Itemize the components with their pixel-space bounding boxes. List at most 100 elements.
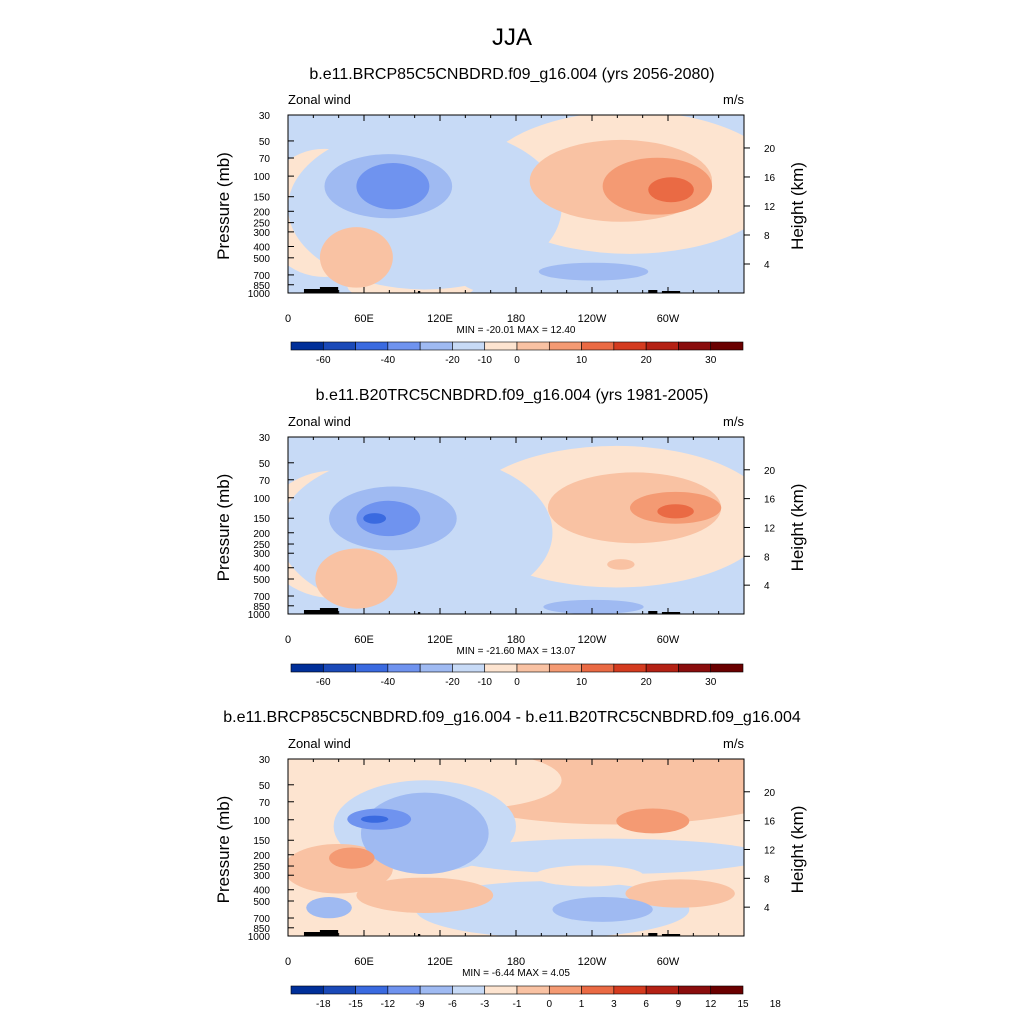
colorbar-swatch xyxy=(290,341,324,351)
colorbar-label: -6 xyxy=(448,999,457,1010)
x-tick-label: 120W xyxy=(578,634,607,646)
x-tick-label: 60W xyxy=(657,634,680,646)
y-tick-label: 400 xyxy=(253,886,270,897)
y-tick-label: 1000 xyxy=(248,610,271,621)
panel-title: b.e11.BRCP85C5CNBDRD.f09_g16.004 - b.e11… xyxy=(223,709,801,726)
colorbar-swatch xyxy=(678,341,712,351)
colorbar-swatch xyxy=(645,663,679,673)
plot-area xyxy=(288,759,744,936)
panel-title: b.e11.B20TRC5CNBDRD.f09_g16.004 (yrs 198… xyxy=(316,387,709,404)
colorbar-label: 30 xyxy=(705,677,717,688)
colorbar-swatch xyxy=(516,985,550,995)
y-tick-label: 250 xyxy=(253,219,270,230)
colorbar-swatch xyxy=(710,985,744,995)
panel-1: b.e11.BRCP85C5CNBDRD.f09_g16.004 (yrs 20… xyxy=(214,66,807,366)
y-tick-label: 100 xyxy=(253,494,270,505)
y-tick-label: 250 xyxy=(253,862,270,873)
y-tick-label: 300 xyxy=(253,871,270,882)
y-tick-label: 250 xyxy=(253,540,270,551)
colorbar-swatch xyxy=(645,985,679,995)
colorbar-label: 30 xyxy=(705,355,717,366)
y-tick-label: 500 xyxy=(253,575,270,586)
y-tick-label: 200 xyxy=(253,851,270,862)
contour-region xyxy=(356,877,494,913)
colorbar-label: -60 xyxy=(316,677,331,688)
contour-region xyxy=(625,879,735,908)
contour-region xyxy=(543,599,644,614)
colorbar-swatch xyxy=(548,663,582,673)
topography xyxy=(648,611,658,614)
colorbar-swatch xyxy=(581,341,615,351)
right-label: m/s xyxy=(723,414,744,429)
colorbar-label: 20 xyxy=(641,355,653,366)
colorbar-swatch xyxy=(710,663,744,673)
contour-region xyxy=(329,847,375,869)
y-tick-label: 150 xyxy=(253,193,270,204)
y-tick-label: 30 xyxy=(259,111,271,122)
height-tick-label: 8 xyxy=(764,231,770,242)
contour-region xyxy=(360,792,489,875)
y-tick-label: 70 xyxy=(259,154,271,165)
x-tick-label: 60W xyxy=(657,313,680,325)
panel-title: b.e11.BRCP85C5CNBDRD.f09_g16.004 (yrs 20… xyxy=(309,66,714,83)
colorbar-swatch xyxy=(613,341,647,351)
colorbar-label: -1 xyxy=(513,999,522,1010)
y-tick-label: 700 xyxy=(253,592,270,603)
height-tick-label: 20 xyxy=(764,466,776,477)
colorbar-swatch xyxy=(322,985,356,995)
x-tick-label: 120E xyxy=(427,634,453,646)
x-tick-label: 60W xyxy=(657,956,680,968)
colorbar-label: -18 xyxy=(316,999,331,1010)
y-tick-label: 200 xyxy=(253,207,270,218)
y-tick-label: 70 xyxy=(259,476,271,487)
colorbar-label: -15 xyxy=(348,999,363,1010)
x-tick-label: 120E xyxy=(427,313,453,325)
y-axis-label: Pressure (mb) xyxy=(214,474,233,582)
height-tick-label: 4 xyxy=(764,581,770,592)
topography xyxy=(417,612,421,614)
colorbar-label: -10 xyxy=(477,355,492,366)
topography xyxy=(319,930,339,936)
colorbar-label: 10 xyxy=(576,677,588,688)
contour-region xyxy=(607,559,635,570)
y-tick-label: 300 xyxy=(253,549,270,560)
x-tick-label: 0 xyxy=(285,313,291,325)
colorbar-swatch xyxy=(613,985,647,995)
contour-region xyxy=(360,815,389,823)
x-tick-label: 60E xyxy=(354,956,374,968)
x-tick-label: 180 xyxy=(507,956,525,968)
left-label: Zonal wind xyxy=(288,736,351,751)
colorbar-swatch xyxy=(322,663,356,673)
colorbar-swatch xyxy=(419,663,453,673)
y-tick-label: 100 xyxy=(253,816,270,827)
contour-region xyxy=(356,163,430,210)
y-tick-label: 500 xyxy=(253,254,270,265)
topography xyxy=(319,608,339,614)
right-axis-label: Height (km) xyxy=(788,806,807,894)
page-title: JJA xyxy=(492,24,532,51)
y-tick-label: 50 xyxy=(259,459,271,470)
height-tick-label: 20 xyxy=(764,788,776,799)
y-tick-label: 300 xyxy=(253,228,270,239)
panel-3: b.e11.BRCP85C5CNBDRD.f09_g16.004 - b.e11… xyxy=(214,709,807,1010)
topography xyxy=(661,934,681,936)
colorbar-label: 9 xyxy=(676,999,682,1010)
y-tick-label: 700 xyxy=(253,271,270,282)
colorbar-label: 1 xyxy=(579,999,585,1010)
colorbar-swatch xyxy=(355,663,389,673)
plot-area xyxy=(288,115,744,293)
contour-region xyxy=(363,513,387,524)
x-tick-label: 120W xyxy=(578,956,607,968)
x-tick-label: 0 xyxy=(285,956,291,968)
y-tick-label: 30 xyxy=(259,433,271,444)
height-tick-label: 16 xyxy=(764,817,776,828)
right-label: m/s xyxy=(723,736,744,751)
topography xyxy=(303,610,334,614)
x-tick-label: 180 xyxy=(507,634,525,646)
y-tick-label: 50 xyxy=(259,137,271,148)
height-tick-label: 12 xyxy=(764,845,776,856)
right-label: m/s xyxy=(723,92,744,107)
colorbar-swatch xyxy=(613,663,647,673)
x-tick-label: 0 xyxy=(285,634,291,646)
colorbar-swatch xyxy=(645,341,679,351)
